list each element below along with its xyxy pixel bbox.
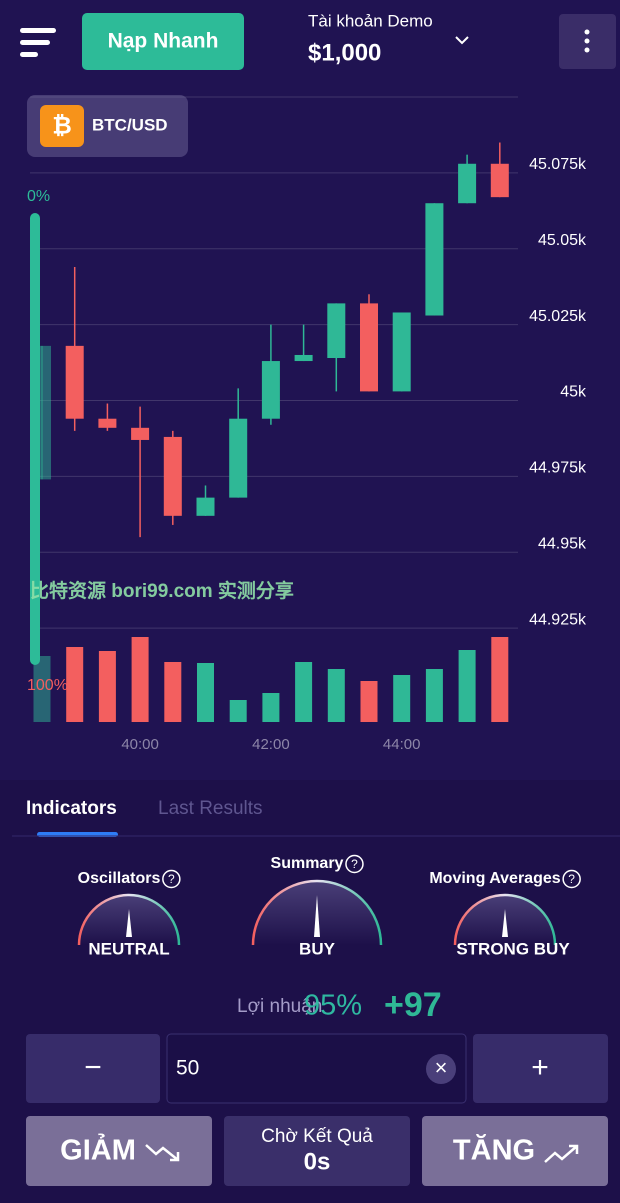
help-icon-ring[interactable] — [562, 869, 581, 889]
deposit-label[interactable]: Nạp Nhanh — [108, 30, 219, 53]
up-label[interactable]: TĂNG — [453, 1134, 535, 1167]
candle-body — [458, 163, 477, 204]
indicator-title: Oscillators — [78, 870, 161, 887]
down-button[interactable] — [26, 1116, 212, 1186]
y-tick-label: 45.075k — [529, 156, 587, 173]
volume-bar — [229, 700, 247, 722]
volume-bar — [295, 662, 313, 722]
x-tick-label: 44:00 — [383, 736, 421, 753]
volume-bar — [98, 651, 116, 722]
gauge-arc — [77, 893, 181, 946]
volume-bar — [393, 675, 411, 722]
candle-body — [261, 361, 280, 419]
volume-bar — [491, 637, 509, 722]
sentiment-bottom: 100% — [27, 677, 68, 694]
gauge-needle — [126, 909, 132, 937]
help-icon-ring[interactable] — [162, 869, 181, 889]
chevron[interactable] — [455, 36, 469, 45]
y-tick-label: 45.025k — [529, 308, 587, 325]
clear-label[interactable]: × — [435, 1055, 448, 1080]
y-tick-label: 45k — [560, 384, 587, 401]
volume-bar — [66, 647, 84, 722]
volume-bar — [262, 693, 280, 722]
amount-input[interactable] — [166, 1033, 467, 1104]
volume-bar — [360, 681, 378, 722]
y-tick-label: 44.95k — [538, 535, 587, 552]
profit-percent: 95% — [304, 990, 362, 1022]
chart-background — [0, 0, 620, 780]
indicator-title: Summary — [271, 855, 344, 872]
sentiment-bar — [30, 213, 40, 665]
profit-label: Lợi nhuận — [237, 996, 322, 1017]
candle-body — [98, 418, 117, 428]
candle-body — [65, 345, 84, 419]
candle-body — [229, 418, 248, 498]
chart: 44.925k 44.95k 44.975k 45k 45.025k 45.05k 45.0… — [30, 142, 587, 753]
volume-bar — [197, 663, 214, 722]
up-arrow — [544, 1144, 579, 1163]
candle-body — [163, 436, 182, 516]
asset-icon: ₿ — [52, 112, 72, 139]
increase-label[interactable]: + — [531, 1051, 549, 1084]
volume-bar — [33, 656, 51, 722]
candle-body — [490, 163, 509, 198]
indicator-signal: NEUTRAL — [88, 939, 169, 958]
down-label[interactable]: GIẢM — [60, 1133, 136, 1167]
candle-body — [294, 354, 313, 362]
clear-button[interactable] — [426, 1054, 456, 1084]
asset-icon-bg — [40, 105, 84, 147]
tab-active[interactable]: Indicators — [26, 798, 117, 819]
deposit-button[interactable] — [82, 13, 244, 70]
x-tick-label: 42:00 — [252, 736, 290, 753]
more-dots — [584, 29, 590, 53]
menu-button[interactable] — [20, 28, 56, 57]
up-button[interactable] — [422, 1116, 608, 1186]
profit-amount: +97 — [384, 986, 442, 1024]
timer: 0s — [304, 1148, 331, 1175]
indicator-signal: BUY — [299, 939, 336, 958]
indicator-signal: STRONG BUY — [456, 939, 570, 958]
candle-body — [425, 203, 444, 316]
candle-body — [327, 303, 346, 359]
decrease-button[interactable] — [26, 1034, 160, 1103]
help-icon[interactable]: ? — [351, 857, 358, 871]
candle-body — [131, 427, 150, 440]
indicator-title: Moving Averages — [429, 870, 560, 887]
help-icon-ring[interactable] — [345, 854, 364, 874]
y-tick-label: 44.975k — [529, 460, 587, 477]
sentiment-top: 0% — [27, 188, 50, 205]
candle-body — [360, 303, 378, 392]
asset-name[interactable]: BTC/USD — [92, 115, 168, 134]
gauge-needle — [314, 895, 320, 937]
volume-bar — [327, 669, 345, 722]
decrease-label[interactable]: − — [84, 1051, 102, 1084]
tab[interactable]: Last Results — [158, 798, 263, 819]
volume-bar — [164, 662, 182, 722]
volume-bar — [425, 669, 443, 722]
account-label[interactable]: Tài khoản Demo — [308, 11, 433, 30]
balance: $1,000 — [308, 39, 381, 66]
gauge-arc — [453, 893, 557, 946]
gauge-arc — [251, 879, 383, 946]
y-tick-label: 45.05k — [538, 232, 587, 249]
status-box — [224, 1116, 410, 1186]
volume-bar — [131, 637, 149, 722]
help-icon[interactable]: ? — [168, 872, 175, 886]
volume-bar — [458, 650, 476, 722]
down-arrow — [145, 1144, 180, 1162]
y-tick-label: 44.925k — [529, 611, 587, 628]
watermark: 比特资源 bori99.com 实测分享 — [30, 579, 294, 602]
candle-body — [196, 497, 215, 516]
x-tick-label: 40:00 — [121, 736, 159, 753]
amount-value[interactable]: 50 — [176, 1057, 199, 1080]
help-icon[interactable]: ? — [568, 872, 575, 886]
status-label: Chờ Kết Quả — [261, 1126, 373, 1147]
increase-button[interactable] — [473, 1034, 608, 1103]
gauge-needle — [502, 909, 508, 937]
candle-body — [392, 312, 411, 392]
